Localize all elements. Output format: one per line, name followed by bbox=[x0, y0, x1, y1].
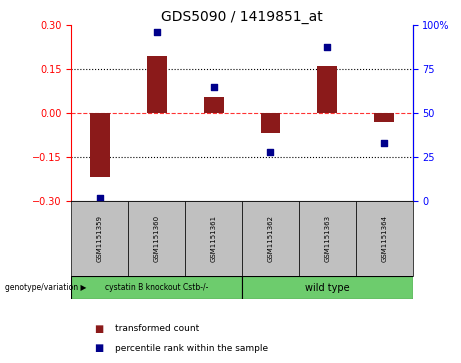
Bar bbox=[317, 66, 337, 113]
Text: ■: ■ bbox=[95, 323, 104, 334]
Text: GSM1151360: GSM1151360 bbox=[154, 215, 160, 262]
Text: wild type: wild type bbox=[305, 283, 349, 293]
Point bbox=[324, 44, 331, 49]
Point bbox=[380, 140, 388, 146]
Bar bbox=[299, 201, 356, 276]
Text: GSM1151359: GSM1151359 bbox=[97, 215, 103, 262]
Text: GSM1151363: GSM1151363 bbox=[324, 215, 331, 262]
Text: cystatin B knockout Cstb-/-: cystatin B knockout Cstb-/- bbox=[105, 283, 208, 292]
Bar bbox=[242, 201, 299, 276]
Text: percentile rank within the sample: percentile rank within the sample bbox=[115, 344, 268, 353]
Point bbox=[210, 84, 217, 90]
Title: GDS5090 / 1419851_at: GDS5090 / 1419851_at bbox=[161, 11, 323, 24]
Point bbox=[153, 29, 160, 35]
Bar bbox=[147, 56, 167, 113]
Text: ■: ■ bbox=[95, 343, 104, 354]
Bar bbox=[204, 97, 224, 113]
Text: transformed count: transformed count bbox=[115, 324, 200, 333]
Point bbox=[96, 195, 104, 201]
Text: GSM1151361: GSM1151361 bbox=[211, 215, 217, 262]
Bar bbox=[185, 201, 242, 276]
Text: GSM1151362: GSM1151362 bbox=[267, 215, 273, 262]
Bar bbox=[242, 276, 413, 299]
Text: genotype/variation ▶: genotype/variation ▶ bbox=[5, 283, 86, 292]
Bar bbox=[260, 113, 280, 132]
Text: GSM1151364: GSM1151364 bbox=[381, 215, 387, 262]
Bar bbox=[90, 113, 110, 176]
Bar bbox=[71, 201, 128, 276]
Bar bbox=[128, 201, 185, 276]
Bar bbox=[71, 276, 242, 299]
Point bbox=[267, 149, 274, 155]
Bar bbox=[356, 201, 413, 276]
Bar bbox=[374, 113, 394, 122]
